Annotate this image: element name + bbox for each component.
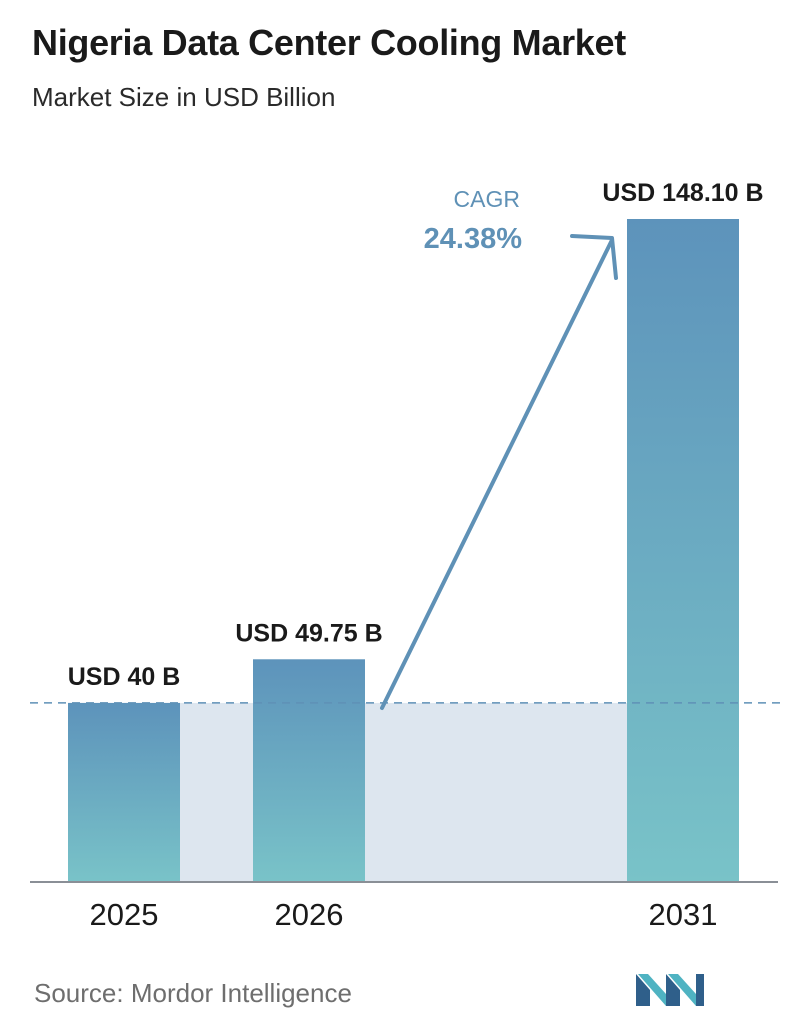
cagr-value: 24.38%	[424, 223, 523, 255]
data-label-2025: USD 40 B	[68, 663, 181, 691]
data-label-2031: USD 148.10 B	[602, 179, 763, 207]
bar-2031	[627, 219, 739, 882]
cagr-arrow-head	[570, 234, 618, 280]
x-tick-label-2026: 2026	[275, 897, 344, 932]
cagr-arrow-line	[380, 238, 614, 710]
chart-title: Nigeria Data Center Cooling Market	[32, 22, 626, 63]
bar-2025	[68, 702, 180, 882]
data-label-2026: USD 49.75 B	[235, 619, 382, 647]
x-tick-label-2025: 2025	[90, 897, 159, 932]
bar-2026	[253, 659, 365, 882]
chart-subtitle: Market Size in USD Billion	[32, 82, 336, 112]
x-tick-label-2031: 2031	[649, 897, 718, 932]
cagr-label: CAGR	[454, 186, 520, 212]
mordor-intelligence-logo	[636, 974, 704, 1006]
source-note: Source: Mordor Intelligence	[34, 978, 352, 1008]
